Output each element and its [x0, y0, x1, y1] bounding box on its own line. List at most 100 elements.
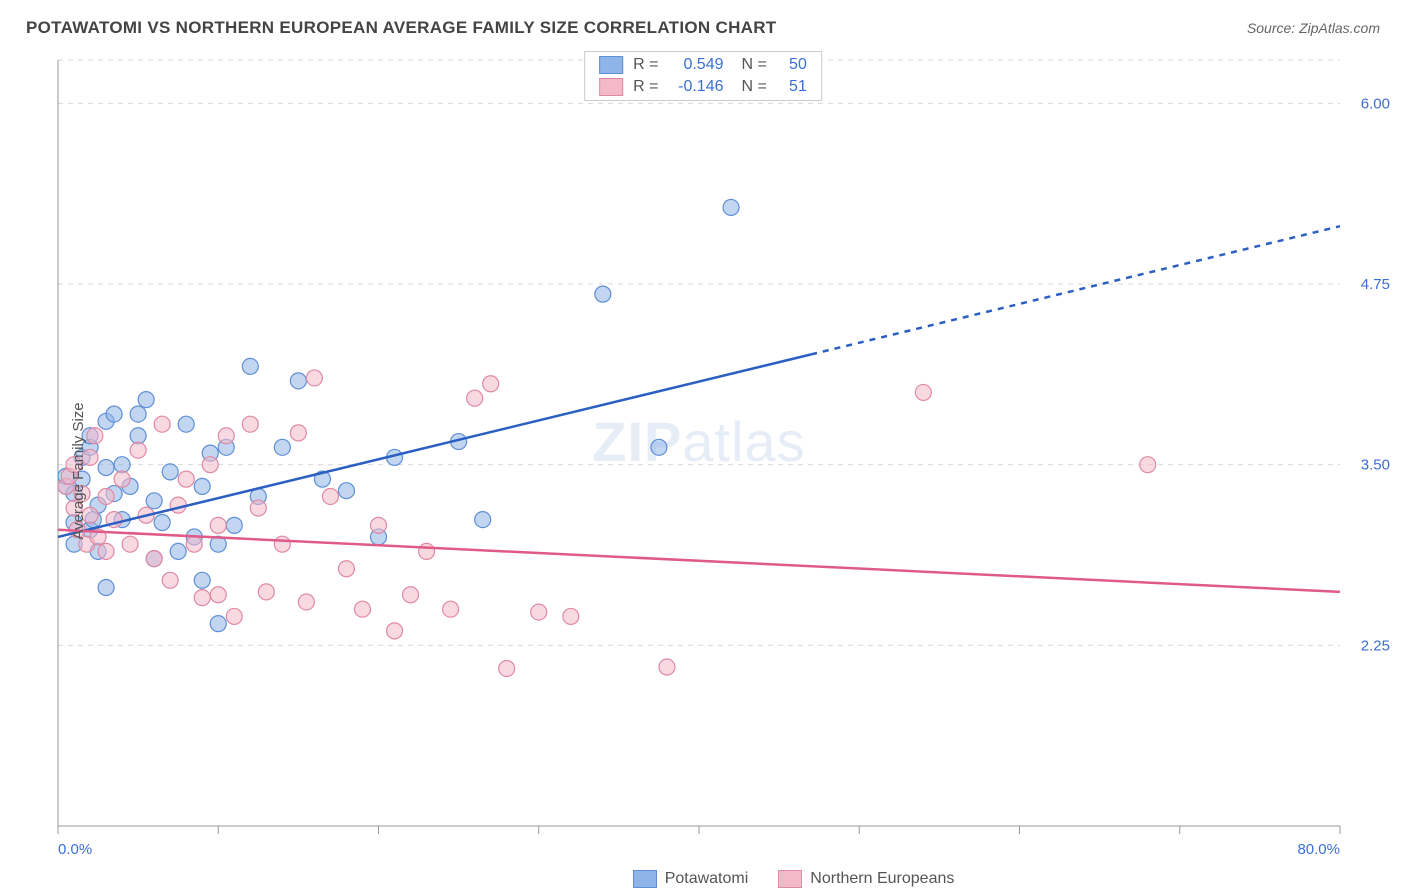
data-point: [475, 512, 491, 528]
data-point: [290, 373, 306, 389]
data-point: [106, 406, 122, 422]
legend-swatch: [778, 870, 802, 888]
data-point: [242, 358, 258, 374]
data-point: [170, 543, 186, 559]
legend-n-label: N =: [742, 78, 767, 96]
data-point: [162, 464, 178, 480]
data-point: [387, 623, 403, 639]
legend-series-name: Potawatomi: [665, 870, 749, 888]
data-point: [651, 439, 667, 455]
data-point: [274, 536, 290, 552]
data-point: [170, 497, 186, 513]
legend-swatch: [599, 78, 623, 96]
data-point: [194, 478, 210, 494]
data-point: [354, 601, 370, 617]
legend-n-value: 51: [777, 78, 807, 96]
legend-swatch: [599, 56, 623, 74]
y-tick-label: 4.75: [1361, 276, 1390, 293]
data-point: [1140, 457, 1156, 473]
data-point: [122, 536, 138, 552]
data-point: [258, 584, 274, 600]
data-point: [130, 442, 146, 458]
data-point: [371, 517, 387, 533]
data-point: [338, 483, 354, 499]
data-point: [298, 594, 314, 610]
data-point: [98, 580, 114, 596]
data-point: [338, 561, 354, 577]
data-point: [130, 406, 146, 422]
data-point: [114, 471, 130, 487]
y-tick-label: 2.25: [1361, 637, 1390, 654]
data-point: [531, 604, 547, 620]
data-point: [250, 500, 266, 516]
watermark: ZIPatlas: [592, 410, 805, 473]
legend-n-label: N =: [742, 56, 767, 74]
data-point: [146, 493, 162, 509]
chart-header: POTAWATOMI VS NORTHERN EUROPEAN AVERAGE …: [26, 18, 1380, 38]
legend-row: R = 0.549 N = 50: [585, 54, 821, 76]
data-point: [659, 659, 675, 675]
data-point: [499, 660, 515, 676]
legend-r-value: 0.549: [669, 56, 724, 74]
data-point: [130, 428, 146, 444]
data-point: [218, 428, 234, 444]
data-point: [290, 425, 306, 441]
data-point: [194, 590, 210, 606]
data-point: [306, 370, 322, 386]
legend-series-name: Northern Europeans: [810, 870, 954, 888]
data-point: [138, 392, 154, 408]
data-point: [98, 460, 114, 476]
y-tick-label: 6.00: [1361, 95, 1390, 112]
data-point: [274, 439, 290, 455]
y-tick-label: 3.50: [1361, 457, 1390, 474]
data-point: [322, 488, 338, 504]
legend-item: Northern Europeans: [778, 870, 954, 888]
data-point: [186, 536, 202, 552]
data-point: [915, 384, 931, 400]
data-point: [210, 616, 226, 632]
data-point: [226, 517, 242, 533]
trend-line: [58, 530, 1340, 592]
legend-r-value: -0.146: [669, 78, 724, 96]
data-point: [162, 572, 178, 588]
data-point: [723, 199, 739, 215]
data-point: [194, 572, 210, 588]
scatter-chart: 2.25 3.50 4.75 6.00 ZIPatlas 0.0% 80.0%: [0, 50, 1406, 880]
data-point: [210, 587, 226, 603]
series-legend: Potawatomi Northern Europeans: [633, 870, 955, 888]
data-point: [154, 514, 170, 530]
legend-r-label: R =: [633, 78, 658, 96]
correlation-legend: R = 0.549 N = 50 R = -0.146 N = 51: [584, 51, 822, 101]
trend-line-extrapolated: [811, 226, 1340, 354]
data-point: [146, 551, 162, 567]
data-point: [595, 286, 611, 302]
x-tick-label: 0.0%: [58, 841, 92, 858]
data-point: [419, 543, 435, 559]
data-point: [443, 601, 459, 617]
data-point: [114, 457, 130, 473]
data-point: [87, 428, 103, 444]
data-point: [178, 471, 194, 487]
data-point: [563, 608, 579, 624]
data-point: [98, 488, 114, 504]
chart-container: Average Family Size 2.25 3.50 4.75 6.00 ZIPa…: [0, 50, 1406, 892]
data-point: [242, 416, 258, 432]
legend-row: R = -0.146 N = 51: [585, 76, 821, 98]
chart-title: POTAWATOMI VS NORTHERN EUROPEAN AVERAGE …: [26, 18, 777, 38]
chart-source: Source: ZipAtlas.com: [1247, 20, 1380, 36]
data-point: [403, 587, 419, 603]
y-axis-label: Average Family Size: [70, 402, 87, 539]
legend-item: Potawatomi: [633, 870, 749, 888]
data-point: [154, 416, 170, 432]
data-point: [467, 390, 483, 406]
legend-r-label: R =: [633, 56, 658, 74]
data-point: [202, 457, 218, 473]
data-point: [178, 416, 194, 432]
legend-swatch: [633, 870, 657, 888]
x-tick-label: 80.0%: [1297, 841, 1340, 858]
data-point: [210, 517, 226, 533]
data-point: [483, 376, 499, 392]
legend-n-value: 50: [777, 56, 807, 74]
data-point: [226, 608, 242, 624]
data-point: [98, 543, 114, 559]
